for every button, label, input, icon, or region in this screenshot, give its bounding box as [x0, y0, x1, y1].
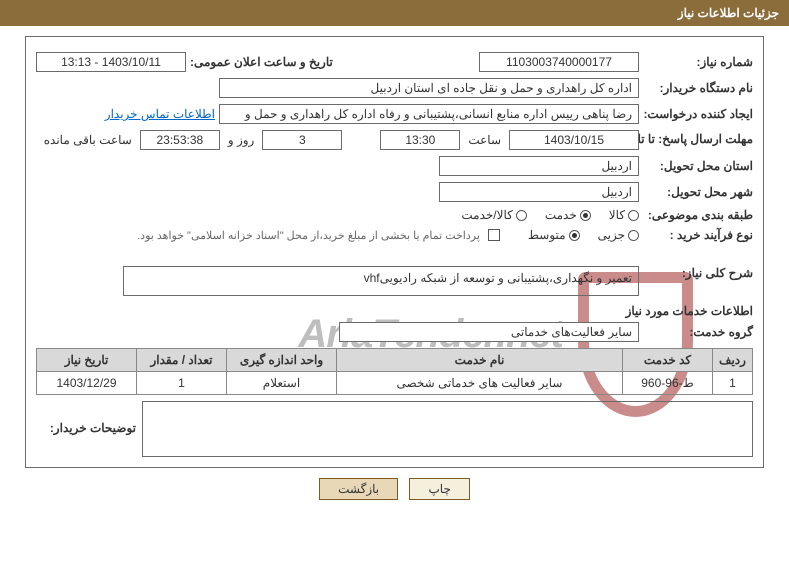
deadline-time: 13:30: [380, 130, 460, 150]
general-desc-value: تعمیر و نگهداری،پشتیبانی و توسعه از شبکه…: [123, 266, 639, 296]
service-group-label: گروه خدمت:: [643, 325, 753, 339]
city-value: اردبیل: [439, 182, 639, 202]
th-code: کد خدمت: [623, 349, 713, 372]
radio-service-label: خدمت: [545, 208, 577, 222]
td-unit: استعلام: [227, 372, 337, 395]
radio-medium[interactable]: متوسط: [528, 228, 580, 242]
city-label: شهر محل تحویل:: [643, 185, 753, 199]
buyer-contact-link[interactable]: اطلاعات تماس خریدار: [105, 107, 215, 121]
main-panel: AriaTender.net شماره نیاز: 1103003740000…: [25, 36, 764, 468]
button-row: چاپ بازگشت: [0, 478, 789, 500]
radio-medium-label: متوسط: [528, 228, 566, 242]
th-date: تاریخ نیاز: [37, 349, 137, 372]
need-no-label: شماره نیاز:: [643, 55, 753, 69]
category-group: کالا خدمت کالا/خدمت: [461, 208, 639, 222]
credit-note: پرداخت تمام یا بخشی از مبلغ خرید،از محل …: [137, 229, 480, 242]
service-info-heading: اطلاعات خدمات مورد نیاز: [36, 304, 753, 318]
panel-title: جزئیات اطلاعات نیاز: [0, 0, 789, 26]
radio-goods-label: کالا: [609, 208, 625, 222]
radio-service[interactable]: خدمت: [545, 208, 591, 222]
province-label: استان محل تحویل:: [643, 159, 753, 173]
radio-both[interactable]: کالا/خدمت: [461, 208, 526, 222]
radio-goods[interactable]: کالا: [609, 208, 639, 222]
category-label: طبقه بندی موضوعی:: [643, 208, 753, 222]
buyer-notes-label: توضیحات خریدار:: [36, 401, 136, 457]
td-date: 1403/12/29: [37, 372, 137, 395]
deadline-label-1: مهلت ارسال پاسخ:: [658, 132, 753, 146]
announce-label: تاریخ و ساعت اعلان عمومی:: [190, 55, 333, 69]
days-and: روز و: [228, 133, 255, 147]
th-unit: واحد اندازه گیری: [227, 349, 337, 372]
radio-both-label: کالا/خدمت: [461, 208, 512, 222]
countdown-value: 23:53:38: [140, 130, 220, 150]
print-button[interactable]: چاپ: [409, 478, 469, 500]
process-group: جزیی متوسط: [528, 228, 639, 242]
th-row: ردیف: [713, 349, 753, 372]
general-desc-label: شرح کلی نیاز:: [643, 266, 753, 280]
service-table: ردیف کد خدمت نام خدمت واحد اندازه گیری ت…: [36, 348, 753, 395]
buyer-org-label: نام دستگاه خریدار:: [643, 81, 753, 95]
th-qty: تعداد / مقدار: [137, 349, 227, 372]
td-qty: 1: [137, 372, 227, 395]
requester-label: ایجاد کننده درخواست:: [643, 107, 753, 121]
credit-checkbox[interactable]: [488, 229, 500, 241]
announce-value: 1403/10/11 - 13:13: [36, 52, 186, 72]
buyer-notes-box: [142, 401, 753, 457]
buyer-org-value: اداره کل راهداری و حمل و نقل جاده ای است…: [219, 78, 639, 98]
deadline-label: مهلت ارسال پاسخ: تا تاریخ:: [643, 133, 753, 146]
radio-small-label: جزیی: [598, 228, 625, 242]
table-header-row: ردیف کد خدمت نام خدمت واحد اندازه گیری ت…: [37, 349, 753, 372]
th-name: نام خدمت: [337, 349, 623, 372]
remaining-label: ساعت باقی مانده: [44, 133, 132, 147]
service-group-value: سایر فعالیت‌های خدماتی: [339, 322, 639, 342]
td-name: سایر فعالیت های خدماتی شخصی: [337, 372, 623, 395]
table-row: 1 ط-96-960 سایر فعالیت های خدماتی شخصی ا…: [37, 372, 753, 395]
back-button[interactable]: بازگشت: [319, 478, 398, 500]
need-no-value: 1103003740000177: [479, 52, 639, 72]
td-code: ط-96-960: [623, 372, 713, 395]
deadline-date: 1403/10/15: [509, 130, 639, 150]
province-value: اردبیل: [439, 156, 639, 176]
td-row: 1: [713, 372, 753, 395]
requester-value: رضا پناهی رییس اداره منابع انسانی،پشتیبا…: [219, 104, 639, 124]
radio-small[interactable]: جزیی: [598, 228, 639, 242]
process-label: نوع فرآیند خرید :: [643, 228, 753, 242]
days-value: 3: [262, 130, 342, 150]
time-label: ساعت: [468, 133, 501, 147]
